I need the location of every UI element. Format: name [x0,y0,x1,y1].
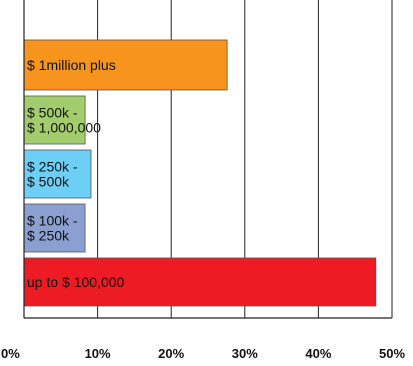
bar-label: up to $ 100,000 [27,274,125,290]
x-tick-label: 40% [305,346,331,361]
bars [23,39,377,307]
bar-label: $ 500k - [27,105,78,121]
bar [23,257,377,307]
x-tick-label: 50% [379,346,405,361]
bar-label: $ 500k [27,174,70,190]
bar-labels: $ 1million plus $ 500k -$ 1,000,000 $ 250k… [27,57,125,290]
bar-label: $ 250k [27,228,70,244]
x-tick-label: 0% [1,346,20,361]
bar-label: $ 100k - [27,213,78,229]
bar [23,39,228,91]
x-tick-label: 20% [158,346,184,361]
bar-label: $ 1,000,000 [27,120,101,136]
bar-label: $ 250k - [27,159,78,175]
bar-label: $ 1million plus [27,57,116,73]
bar [23,149,92,199]
x-axis: 0% 10% 20% 30% 40% 50% [1,0,405,361]
x-tick-label: 10% [85,346,111,361]
bar [23,203,86,253]
x-tick-label: 30% [232,346,258,361]
